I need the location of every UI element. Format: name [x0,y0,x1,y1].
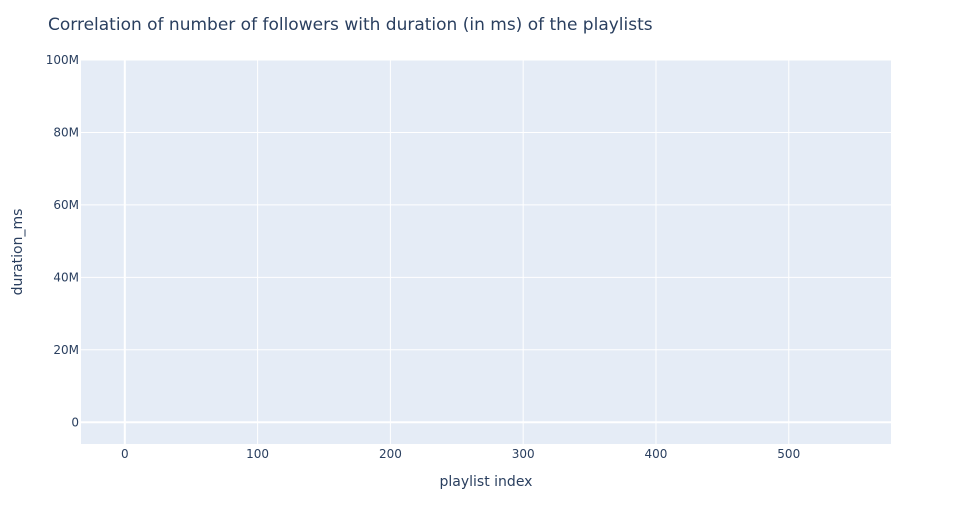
y-gridlines [81,59,891,424]
x-gridlines [123,60,790,444]
y-axis-ticks: 0 20M 40M 60M 80M 100M [46,53,79,429]
x-tick-label: 200 [379,447,402,461]
x-tick-label: 400 [645,447,668,461]
y-tick-label: 40M [53,270,79,284]
x-axis-title: playlist index [440,474,533,490]
y-tick-label: 0 [71,415,79,429]
y-tick-label: 60M [53,198,79,212]
y-tick-label: 20M [53,343,79,357]
y-tick-label: 80M [53,125,79,139]
x-axis-ticks: 0 100 200 300 400 500 [121,447,800,461]
y-axis-title: duration_ms [10,209,26,296]
x-tick-label: 0 [121,447,129,461]
plot-area [81,60,891,444]
y-tick-label: 100M [46,53,79,67]
x-tick-label: 100 [246,447,269,461]
x-tick-label: 300 [512,447,535,461]
x-tick-label: 500 [777,447,800,461]
chart-title: Correlation of number of followers with … [48,15,653,35]
